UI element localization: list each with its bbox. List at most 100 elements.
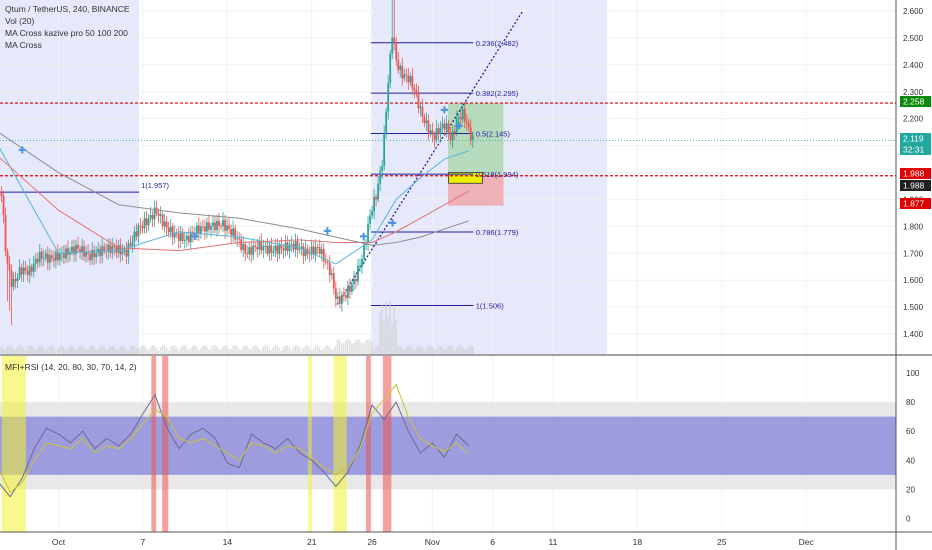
candle-body: [24, 267, 27, 271]
volume-bar: [85, 349, 87, 354]
ma-cross-marker: ✚: [440, 105, 448, 116]
volume-bar: [351, 343, 353, 354]
candle-body: [34, 258, 37, 264]
volume-bar: [441, 346, 444, 354]
osc-tick-label: 40: [906, 456, 915, 465]
volume-bar: [328, 346, 331, 354]
candle-body: [133, 231, 136, 242]
volume-bar: [298, 347, 301, 354]
volume-bar: [137, 349, 140, 354]
left-fib-label: 1(1.957): [141, 181, 169, 190]
volume-bar: [310, 350, 313, 354]
volume-bar: [345, 340, 347, 354]
osc-highlight: [308, 356, 312, 532]
candle-body: [6, 251, 9, 264]
candle-body: [83, 246, 85, 257]
drawings-layer[interactable]: 0.236(2.482) 0.382(2.295) 0.5(2.145) 0.618(…: [0, 10, 896, 311]
volume-bar: [111, 345, 113, 354]
candle-body: [179, 232, 182, 241]
volume-bar: [171, 345, 174, 354]
indicator-ma-cross[interactable]: MA Cross: [5, 40, 42, 50]
candle-body: [208, 222, 210, 230]
volume-bar: [258, 348, 260, 354]
candle-body: [50, 255, 53, 259]
volume-bar: [236, 346, 238, 354]
entry-zone-box: [448, 172, 483, 184]
candle-body: [409, 76, 412, 83]
candle-body: [183, 239, 186, 242]
candle-body: [461, 109, 464, 120]
time-tick-label: 21: [307, 537, 317, 547]
indicator-ma-cross-kazive[interactable]: MA Cross kazive pro 50 100 200: [5, 28, 128, 38]
volume-bar: [185, 347, 188, 354]
volume-bar: [212, 345, 214, 354]
volume-bar: [306, 345, 309, 354]
volume-bar: [181, 345, 184, 354]
volume-bar: [347, 339, 349, 354]
candle-body: [167, 227, 170, 233]
candle-body: [451, 131, 454, 141]
volume-bar: [93, 346, 95, 354]
volume-bar: [365, 340, 367, 354]
candle-body: [405, 74, 408, 76]
candle-body: [399, 65, 402, 70]
osc-tick-label: 0: [906, 515, 911, 524]
volume-bar: [42, 347, 45, 354]
volume-bar: [61, 345, 63, 354]
osc-highlight: [333, 356, 347, 532]
candle-body: [175, 233, 178, 235]
candle-body: [99, 248, 102, 257]
candle-body: [314, 247, 317, 255]
oscillator-title[interactable]: MFI+RSI (14, 20, 80, 30, 70, 14, 2): [5, 362, 137, 372]
candle-body: [117, 245, 120, 253]
candle-body: [79, 248, 81, 253]
session-shade-left: [0, 0, 139, 354]
volume-bar: [300, 350, 303, 354]
price-tick-label: 2.400: [903, 61, 924, 70]
volume-bar: [443, 350, 446, 354]
volume-bar: [26, 346, 29, 354]
osc-tick-label: 20: [906, 485, 915, 494]
candle-body: [228, 225, 230, 230]
candle-body: [322, 249, 325, 262]
fib-level-label: 0.5(2.145): [476, 129, 511, 138]
candle-body: [294, 241, 297, 250]
time-tick-label: 18: [633, 537, 643, 547]
candle-body: [123, 249, 126, 252]
ma-cross-marker: ✚: [191, 232, 199, 243]
volume-bar: [437, 345, 440, 354]
candle-body: [373, 196, 375, 212]
candle-body: [457, 116, 460, 119]
ma-line: [0, 147, 469, 265]
candle-body: [407, 75, 410, 83]
candle-body: [153, 207, 156, 220]
volume-bar: [135, 348, 138, 354]
fib-level-label: 1(1.506): [476, 302, 504, 311]
volume-bar: [395, 319, 397, 354]
candle-body: [44, 253, 47, 259]
volume-bar: [238, 348, 240, 354]
candle-body: [336, 296, 339, 300]
indicator-volume[interactable]: Vol (20): [5, 16, 35, 26]
osc-tick-label: 100: [906, 369, 920, 378]
volume-bar: [248, 348, 250, 354]
chart-title[interactable]: Qtum / TetherUS, 240, BINANCE: [5, 4, 130, 14]
volume-bar: [81, 345, 83, 354]
volume-bar: [272, 347, 275, 354]
osc-band: [0, 416, 896, 475]
candle-body: [177, 233, 180, 241]
candle-body: [129, 243, 132, 246]
volume-bar: [197, 350, 200, 354]
candle-body: [197, 225, 200, 234]
candle-body: [411, 76, 414, 89]
candle-body: [149, 214, 152, 219]
candle-body: [401, 65, 404, 79]
volume-bar: [296, 345, 299, 354]
candle-body: [439, 128, 442, 134]
candle-body: [272, 250, 275, 253]
volume-bar: [117, 349, 120, 354]
candle-body: [232, 228, 235, 236]
volume-bar: [465, 348, 468, 354]
volume-bar: [44, 350, 47, 354]
